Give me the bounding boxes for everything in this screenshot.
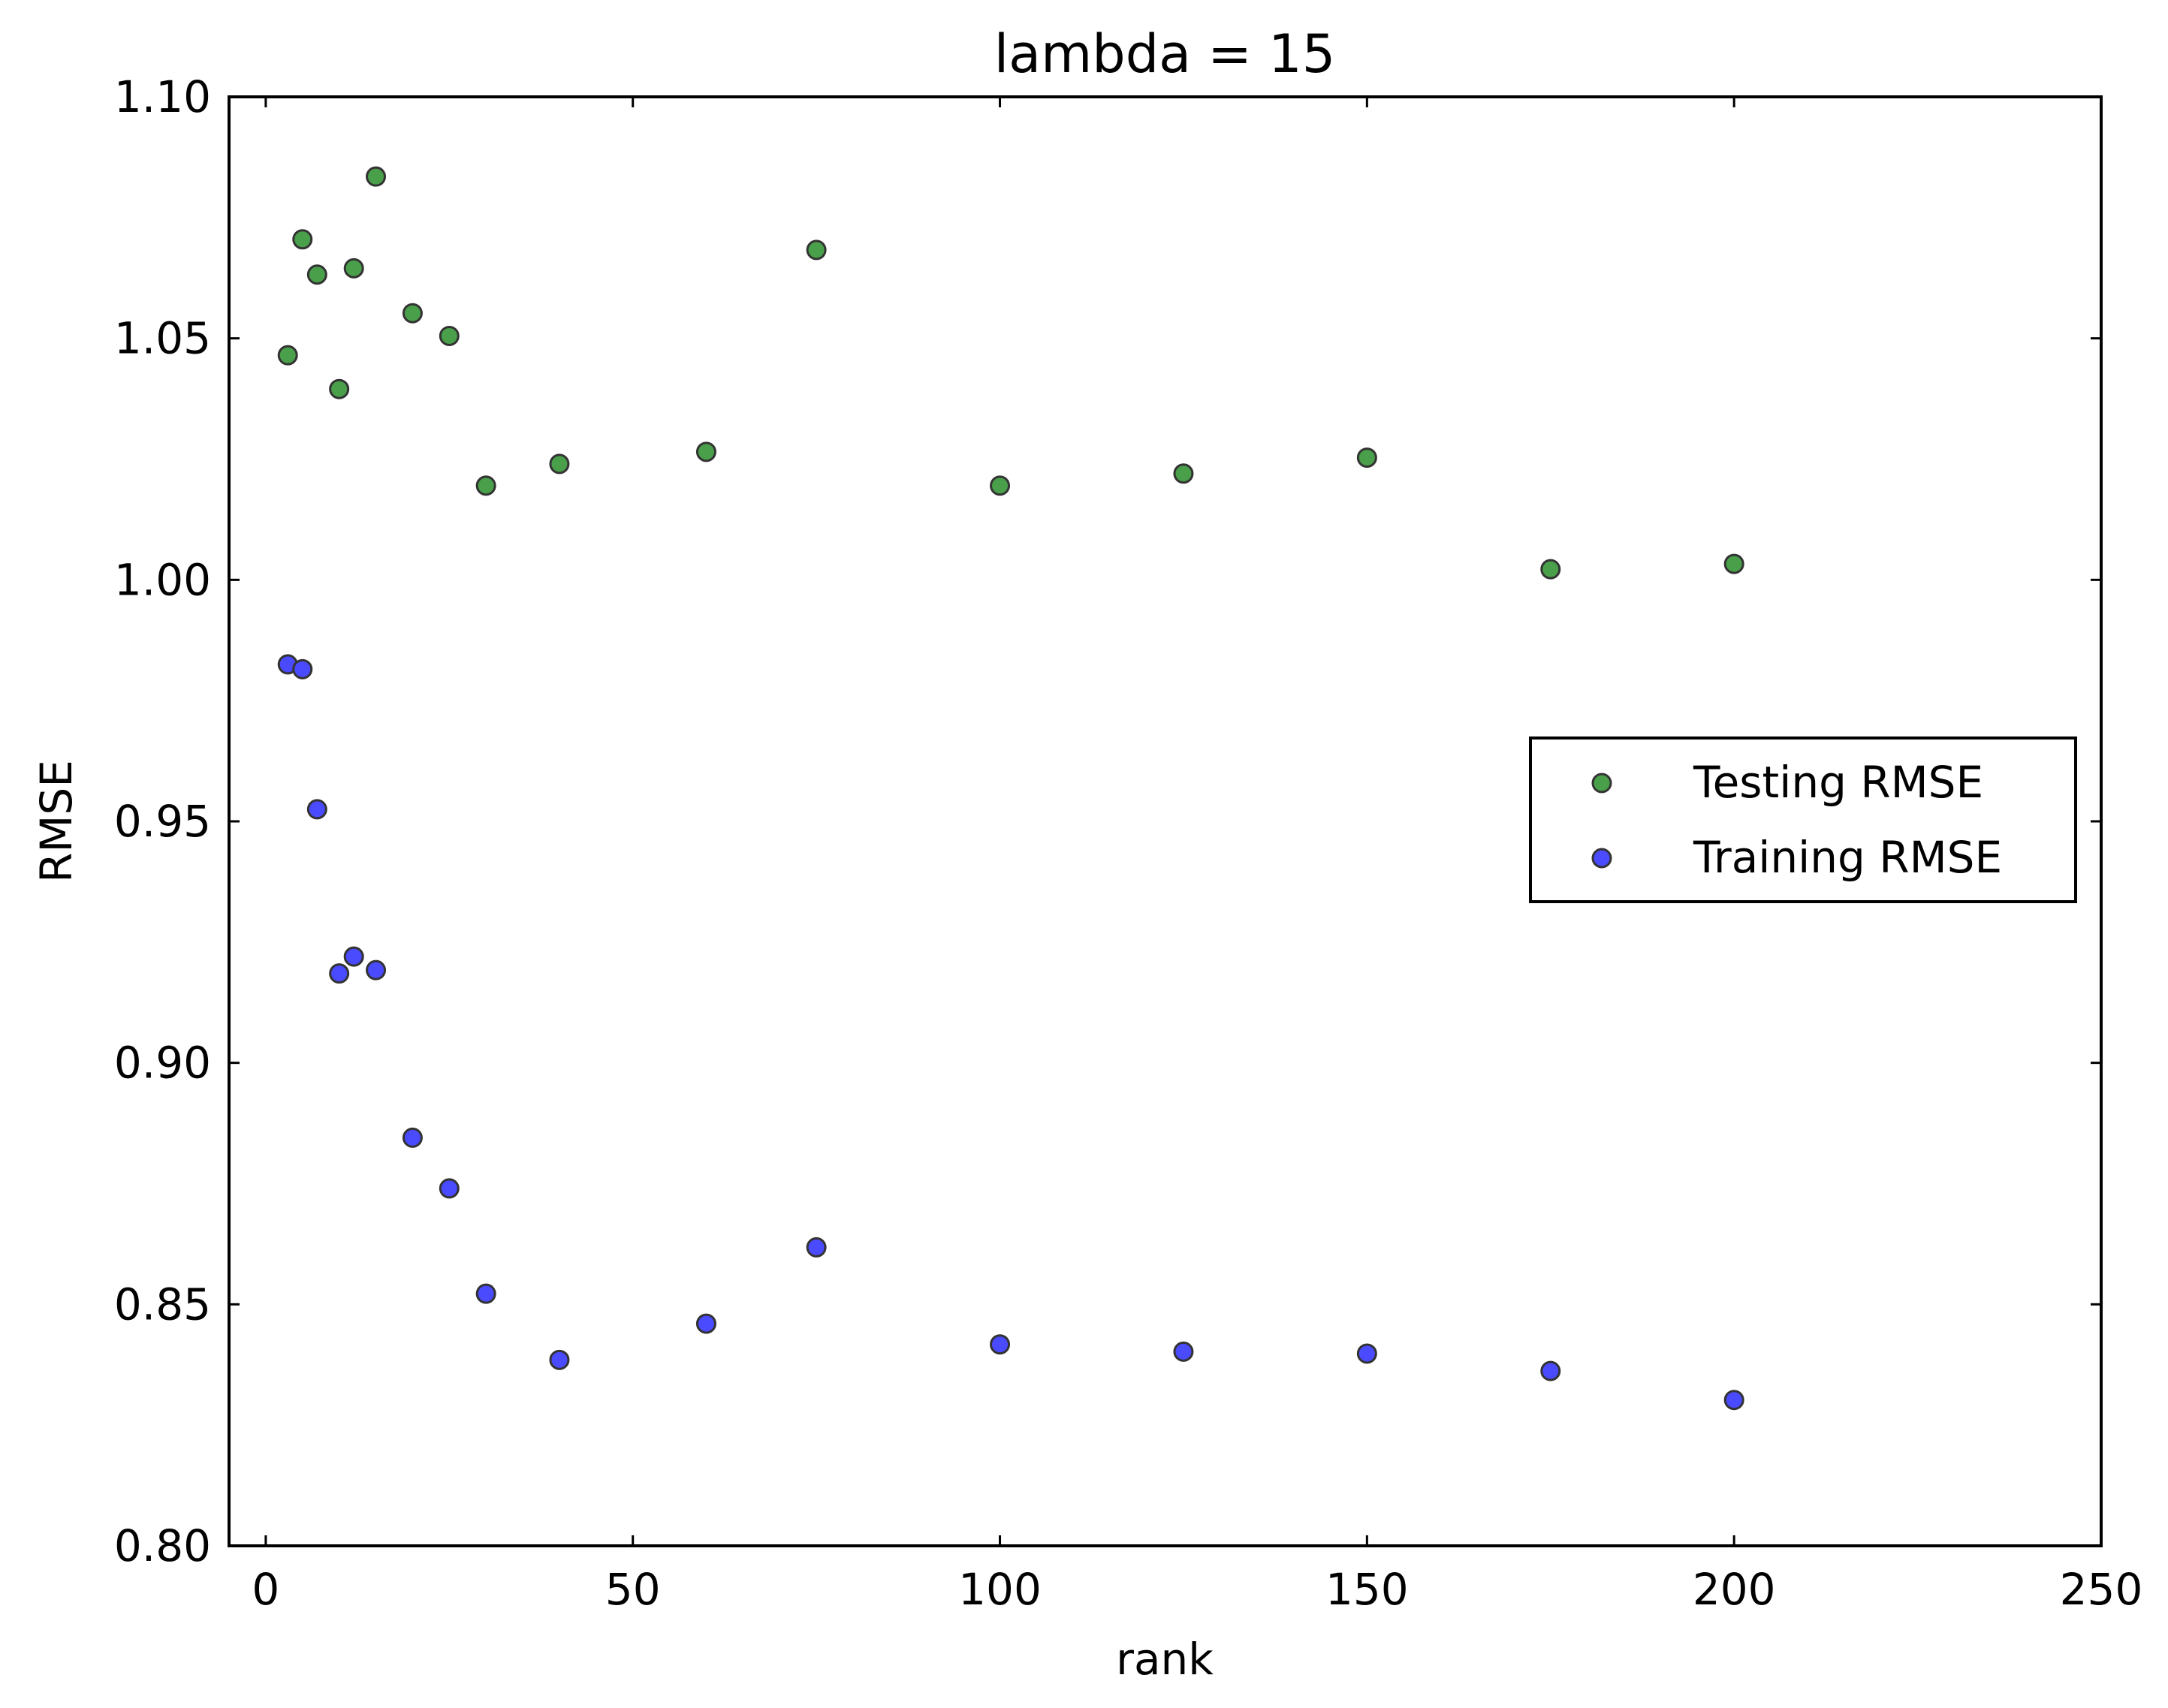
data-point-testing-rmse xyxy=(329,378,350,399)
x-tick-label: 200 xyxy=(1693,1564,1776,1615)
data-point-training-rmse xyxy=(549,1349,570,1370)
data-point-training-rmse xyxy=(806,1237,827,1258)
data-point-testing-rmse xyxy=(343,258,364,279)
data-point-training-rmse xyxy=(292,658,313,679)
x-tick-label: 0 xyxy=(252,1564,279,1615)
data-point-testing-rmse xyxy=(549,453,570,474)
data-point-training-rmse xyxy=(306,799,327,820)
y-tick-label: 0.95 xyxy=(114,796,211,847)
legend-marker-testing-rmse xyxy=(1591,773,1612,794)
data-points xyxy=(277,166,1744,1411)
legend: Testing RMSE Training RMSE xyxy=(1529,737,2077,903)
data-point-training-rmse xyxy=(329,963,350,984)
data-point-training-rmse xyxy=(1173,1341,1194,1362)
data-point-training-rmse xyxy=(366,959,387,981)
legend-marker-training-rmse xyxy=(1591,848,1612,869)
legend-label-training-rmse: Training RMSE xyxy=(1693,832,2002,883)
data-point-testing-rmse xyxy=(1356,447,1377,468)
data-point-training-rmse xyxy=(695,1313,716,1334)
data-point-testing-rmse xyxy=(439,325,460,346)
data-point-testing-rmse xyxy=(306,264,327,285)
data-point-testing-rmse xyxy=(1723,553,1744,574)
axis-ticks: 0 50 100 150 200 250 0.80 0.85 0.90 0.95 1.00 1.05 1… xyxy=(114,71,2143,1615)
y-tick-label: 0.85 xyxy=(114,1279,211,1330)
y-axis-label: RMSE xyxy=(31,760,82,883)
x-tick-label: 100 xyxy=(958,1564,1042,1615)
data-point-testing-rmse xyxy=(366,166,387,187)
legend-label-testing-rmse: Testing RMSE xyxy=(1693,757,1983,808)
y-tick-label: 1.10 xyxy=(114,71,211,122)
data-point-training-rmse xyxy=(402,1127,423,1148)
data-point-training-rmse xyxy=(1540,1360,1561,1381)
x-axis-label: rank xyxy=(1116,1634,1214,1685)
legend-box xyxy=(1529,737,2077,903)
data-point-testing-rmse xyxy=(695,441,716,462)
data-point-training-rmse xyxy=(1723,1390,1744,1411)
y-tick-label: 1.00 xyxy=(114,554,211,605)
x-tick-label: 50 xyxy=(605,1564,661,1615)
data-point-testing-rmse xyxy=(1173,463,1194,484)
data-point-training-rmse xyxy=(439,1178,460,1199)
data-point-training-rmse xyxy=(1356,1343,1377,1364)
x-tick-label: 150 xyxy=(1325,1564,1409,1615)
y-tick-label: 0.80 xyxy=(114,1520,211,1571)
x-tick-label: 250 xyxy=(2060,1564,2143,1615)
y-tick-label: 0.90 xyxy=(114,1038,211,1089)
data-point-training-rmse xyxy=(475,1283,496,1304)
data-point-testing-rmse xyxy=(1540,559,1561,580)
data-point-training-rmse xyxy=(990,1334,1011,1355)
chart-title: lambda = 15 xyxy=(994,23,1336,85)
data-point-testing-rmse xyxy=(990,475,1011,496)
data-point-testing-rmse xyxy=(292,229,313,250)
y-tick-label: 1.05 xyxy=(114,313,211,364)
data-point-testing-rmse xyxy=(277,345,298,366)
data-point-testing-rmse xyxy=(475,475,496,496)
data-point-testing-rmse xyxy=(402,303,423,324)
data-point-training-rmse xyxy=(343,946,364,967)
data-point-testing-rmse xyxy=(806,239,827,261)
